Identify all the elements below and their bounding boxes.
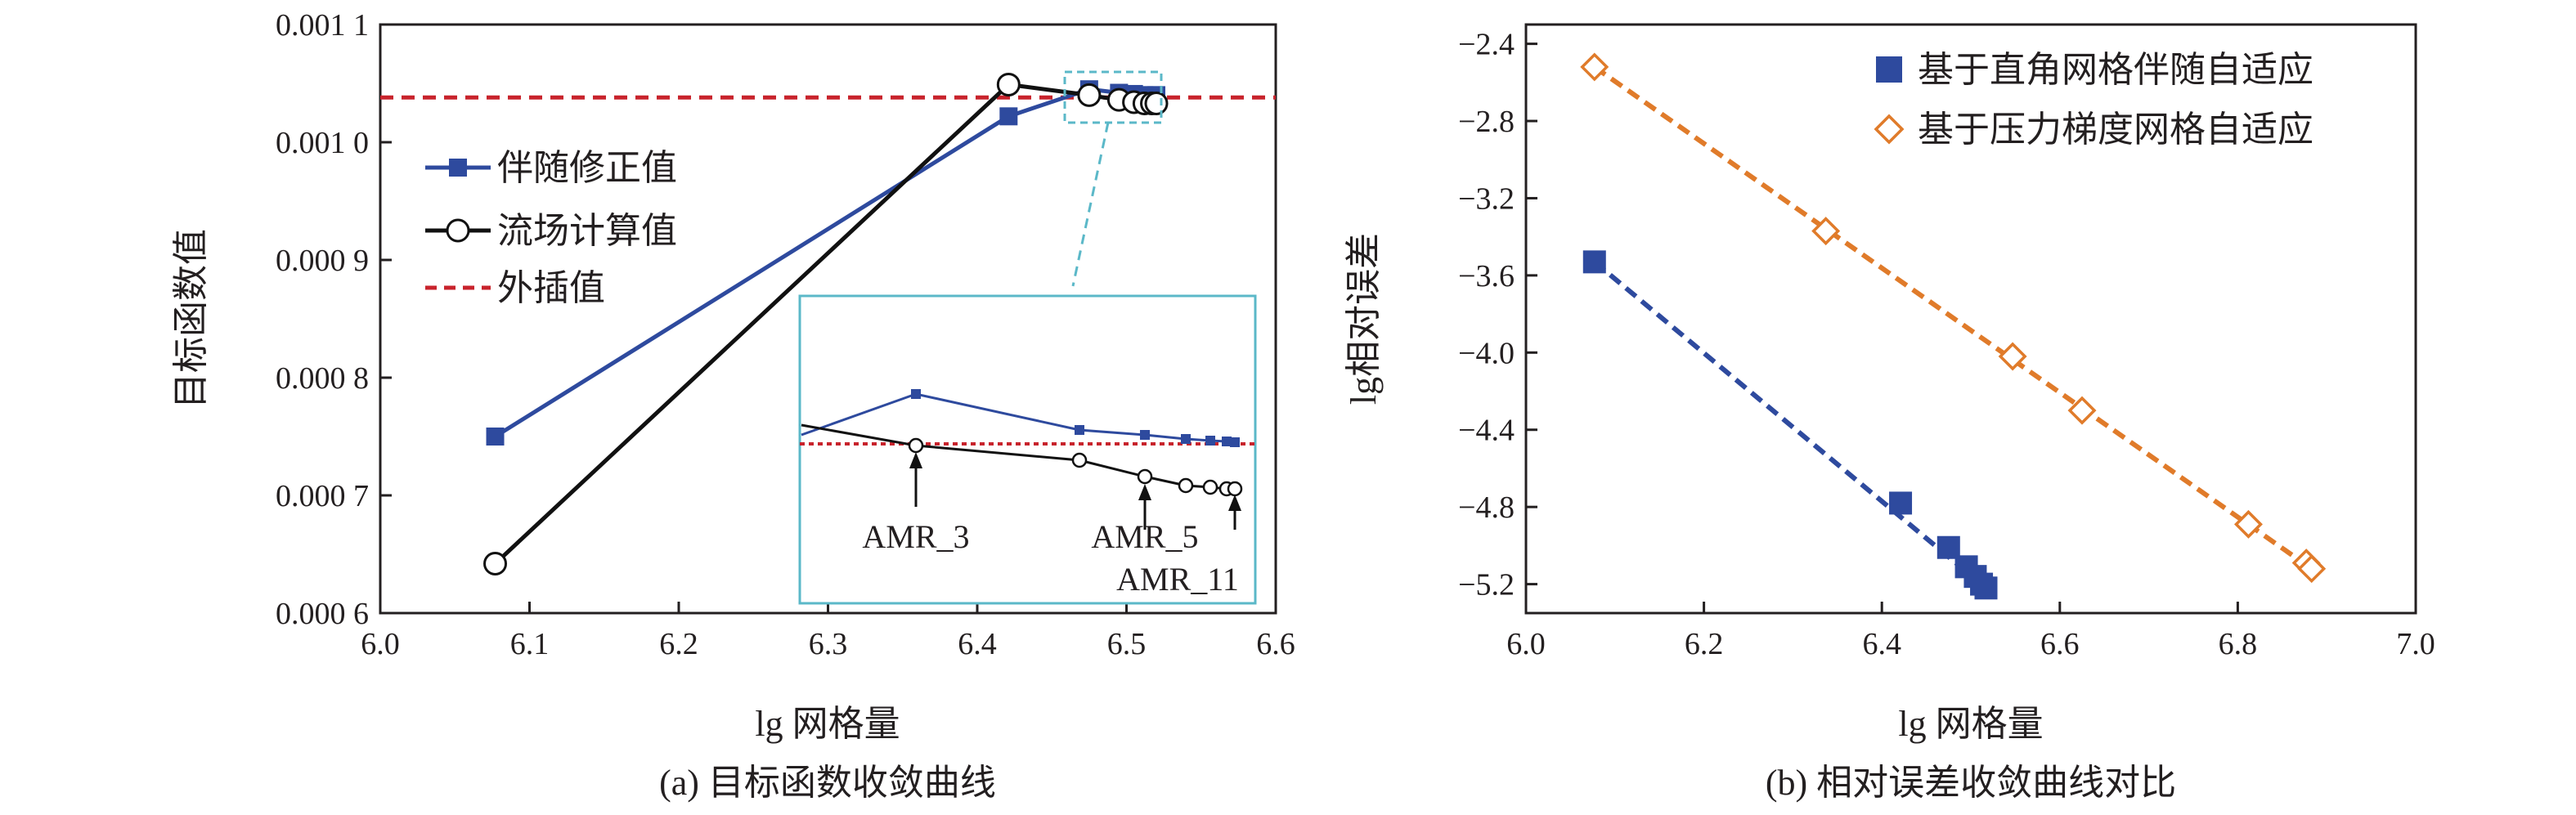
inset-marker-square [1181, 434, 1191, 444]
y-tick-label: 0.000 9 [276, 244, 369, 278]
marker-diamond [2297, 554, 2327, 584]
inset-label-amr3: AMR_3 [862, 518, 969, 555]
marker-circle [1144, 91, 1169, 115]
panel-a-inset: AMR_3 AMR_5 AMR_11 [798, 294, 1257, 605]
annotation-arrow-head [1228, 495, 1241, 511]
marker-square [999, 107, 1018, 126]
inset-marker-circle [908, 437, 924, 454]
panel-b-xlabel: lg 网格量 [1898, 704, 2043, 744]
y-tick-label: −4.8 [1458, 490, 1515, 525]
panel-b-plot-area [1524, 23, 2417, 615]
marker-diamond [1998, 342, 2027, 371]
x-tick-label: 6.2 [659, 627, 698, 661]
inset-marker-square [1075, 425, 1084, 435]
marker-circle [446, 218, 470, 243]
marker-diamond [1580, 52, 1609, 82]
series-fit-line-0 [1592, 260, 1988, 590]
inset-marker-square [1205, 436, 1215, 446]
marker-square [1876, 56, 1902, 83]
legend-label: 伴随修正值 [497, 148, 677, 188]
x-tick-label: 6.6 [1256, 627, 1295, 661]
marker-square [1582, 250, 1606, 274]
y-tick-label: −2.8 [1458, 105, 1515, 139]
series-fit-line-1 [1593, 65, 2313, 571]
legend-label: 外插值 [497, 268, 605, 308]
inset-marker-circle [1202, 479, 1218, 495]
panel-b: 6.0 6.2 6.4 6.6 6.8 7.0 −5.2 −4.8 −4.4 −4.0 −3.6 −3… [1344, 23, 2435, 803]
y-tick-label: −3.6 [1458, 259, 1515, 293]
x-tick-label: 6.8 [2219, 627, 2258, 661]
x-tick-label: 6.3 [809, 627, 848, 661]
marker-circle [996, 72, 1021, 96]
panel-a-ylabel: 目标函数值 [171, 229, 211, 409]
zoom-connector-line [1071, 122, 1110, 287]
legend-label: 流场计算值 [497, 211, 677, 251]
marker-circle [483, 552, 508, 576]
x-tick-label: 6.4 [958, 627, 997, 661]
y-tick-label: 0.000 8 [276, 361, 369, 396]
y-tick-label: −5.2 [1458, 568, 1515, 602]
inset-marker-square [911, 389, 921, 399]
y-tick-label: 0.000 7 [276, 479, 369, 513]
panel-a-series [380, 70, 1276, 576]
x-tick-label: 6.5 [1107, 627, 1147, 661]
marker-square [1974, 576, 1998, 600]
panel-a-caption: (a) 目标函数收敛曲线 [659, 763, 996, 803]
inset-label-amr11: AMR_11 [1116, 561, 1239, 598]
marker-square [1889, 491, 1913, 515]
x-tick-label: 7.0 [2396, 627, 2435, 661]
panel-b-series [1580, 52, 2327, 600]
inset-marker-circle [1178, 477, 1194, 494]
marker-diamond [1874, 114, 1905, 145]
panel-a: 6.0 6.1 6.2 6.3 6.4 6.5 6.6 0.000 6 0.000 7 0.000… [171, 8, 1295, 803]
legend-label: 基于压力梯度网格自适应 [1918, 110, 2313, 150]
x-tick-label: 6.4 [1862, 627, 1901, 661]
inset-marker-circle [1137, 468, 1153, 485]
x-tick-label: 6.6 [2040, 627, 2080, 661]
inset-marker-square [1140, 430, 1150, 440]
y-tick-label: 0.000 6 [276, 597, 369, 631]
x-tick-label: 6.2 [1685, 627, 1724, 661]
inset-marker-circle [1227, 481, 1243, 497]
marker-circle [1077, 83, 1102, 107]
y-tick-label: −2.4 [1458, 28, 1515, 62]
annotation-arrow-head [909, 452, 922, 468]
y-tick-label: −4.0 [1458, 336, 1515, 370]
inset-marker-circle [1071, 452, 1088, 468]
marker-diamond [2067, 396, 2097, 425]
y-tick-label: 0.001 1 [276, 8, 369, 43]
y-tick-label: 0.001 0 [276, 126, 369, 160]
inset-frame [798, 294, 1257, 605]
x-tick-label: 6.0 [1506, 627, 1546, 661]
panel-a-xlabel: lg 网格量 [755, 704, 900, 744]
marker-diamond [2233, 509, 2263, 539]
x-tick-label: 6.1 [510, 627, 550, 661]
marker-square [449, 159, 467, 177]
marker-square [486, 428, 505, 446]
legend-label: 基于直角网格伴随自适应 [1918, 50, 2313, 90]
panel-b-ticks: 6.0 6.2 6.4 6.6 6.8 7.0 −5.2 −4.8 −4.4 −4.0 −3.6 −3… [1458, 28, 2435, 661]
y-tick-label: −4.4 [1458, 414, 1515, 448]
panel-a-ticks: 6.0 6.1 6.2 6.3 6.4 6.5 6.6 0.000 6 0.000 7 0.000… [276, 8, 1295, 661]
annotation-arrow-head [1138, 484, 1151, 500]
marker-diamond [1811, 217, 1841, 246]
y-tick-label: −3.2 [1458, 181, 1515, 216]
x-tick-label: 6.0 [361, 627, 400, 661]
inset-marker-square [1222, 437, 1232, 446]
inset-label-amr5: AMR_5 [1091, 518, 1198, 555]
marker-square [1936, 535, 1960, 559]
panel-b-ylabel: lg相对误差 [1344, 233, 1384, 405]
inset-marker-square [1230, 437, 1240, 447]
panel-b-caption: (b) 相对误差收敛曲线对比 [1766, 763, 2176, 803]
